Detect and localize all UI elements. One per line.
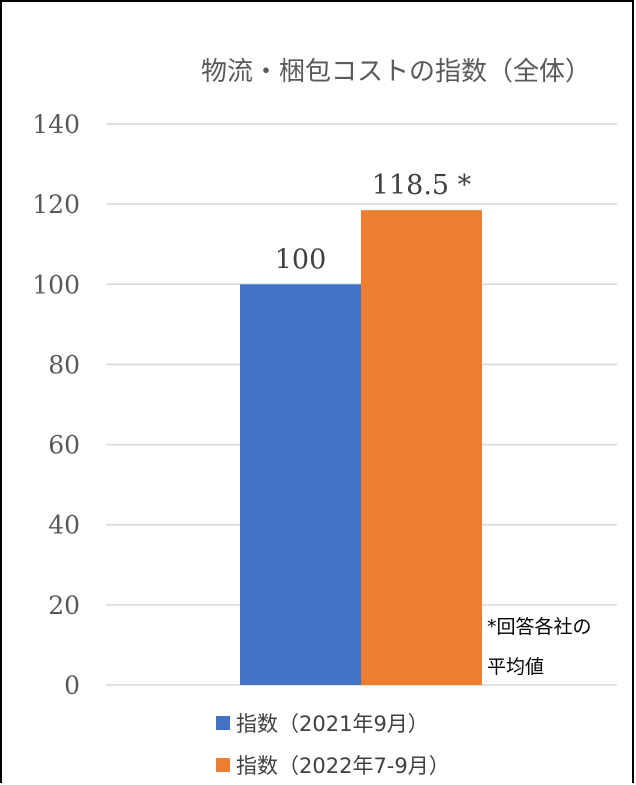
legend-label-2021: 指数（2021年9月） bbox=[236, 712, 429, 736]
y-tick-label: 80 bbox=[48, 350, 80, 379]
bars bbox=[240, 210, 482, 685]
chart-title: 物流・梱包コストの指数（全体） bbox=[201, 57, 591, 87]
bar bbox=[240, 284, 361, 685]
legend-swatch-2022 bbox=[216, 758, 230, 772]
y-axis-ticks: 0 20 40 60 80 100 120 140 bbox=[32, 110, 80, 700]
y-tick-label: 20 bbox=[48, 591, 80, 620]
legend-label-2022: 指数（2022年7-9月） bbox=[236, 754, 450, 778]
y-tick-label: 120 bbox=[32, 190, 80, 219]
y-tick-label: 140 bbox=[32, 110, 80, 139]
y-tick-label: 100 bbox=[32, 270, 80, 299]
y-tick-label: 40 bbox=[48, 511, 80, 540]
y-tick-label: 0 bbox=[64, 671, 80, 700]
legend-item-2021: 指数（2021年9月） bbox=[216, 708, 429, 738]
bar-data-label: 100 bbox=[275, 244, 327, 275]
bar-data-label: 118.5 * bbox=[372, 170, 472, 201]
data-labels: 100 118.5 * bbox=[275, 170, 472, 275]
legend-item-2022: 指数（2022年7-9月） bbox=[216, 750, 450, 780]
legend-swatch-2021 bbox=[216, 716, 230, 730]
bar bbox=[361, 210, 482, 685]
annotation-line-2: 平均値 bbox=[487, 656, 544, 678]
y-tick-label: 60 bbox=[48, 431, 80, 460]
annotation-line-1: *回答各社の bbox=[487, 616, 592, 638]
